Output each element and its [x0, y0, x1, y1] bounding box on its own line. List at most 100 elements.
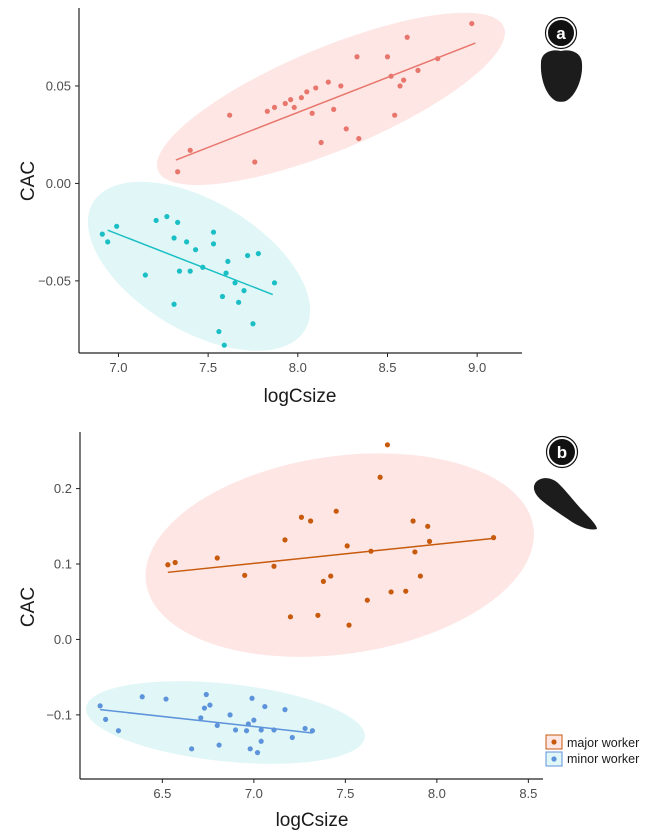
- point-major: [346, 622, 352, 628]
- point-major: [242, 572, 248, 578]
- point-minor: [243, 728, 250, 734]
- point-minor: [105, 239, 111, 245]
- y-tick-label: −0.05: [38, 273, 71, 288]
- point-minor: [198, 715, 204, 721]
- x-tick-label: 7.5: [199, 360, 217, 375]
- point-minor: [171, 235, 177, 241]
- y-tick-label: 0.1: [54, 557, 72, 572]
- panel-a-y-axis-title: CAC: [18, 161, 39, 201]
- fit-line-major: [175, 42, 476, 161]
- x-tick-label: 8.0: [428, 786, 446, 801]
- point-minor: [309, 728, 316, 734]
- x-tick-label: 7.0: [245, 786, 263, 801]
- point-major: [354, 54, 360, 60]
- point-major: [328, 573, 334, 579]
- point-major: [271, 563, 277, 569]
- point-minor: [254, 749, 261, 756]
- point-major: [412, 549, 418, 555]
- point-major: [318, 139, 324, 146]
- point-minor: [142, 272, 148, 278]
- panel-a-points: [99, 20, 475, 348]
- x-tick-label: 7.5: [336, 786, 354, 801]
- point-major: [343, 126, 349, 132]
- legend-minor-dot: [551, 756, 557, 762]
- point-major: [298, 514, 305, 520]
- point-major: [384, 54, 391, 60]
- point-major: [397, 83, 403, 89]
- point-major: [214, 555, 220, 561]
- point-minor: [189, 746, 195, 752]
- point-minor: [271, 727, 277, 733]
- point-minor: [258, 727, 264, 733]
- panel-b-x-axis-title: logCsize: [276, 810, 349, 831]
- point-major: [309, 110, 315, 116]
- panel-a-label-badge: a: [544, 16, 578, 50]
- point-major: [356, 135, 362, 142]
- point-major: [401, 77, 407, 83]
- point-major: [264, 108, 270, 114]
- point-minor: [207, 702, 213, 708]
- point-major: [415, 67, 421, 73]
- point-major: [175, 169, 181, 175]
- point-major: [469, 20, 475, 27]
- point-major: [426, 538, 433, 544]
- point-major: [417, 573, 423, 579]
- point-minor: [241, 288, 247, 294]
- point-minor: [250, 321, 256, 327]
- point-minor: [163, 696, 169, 702]
- y-tick-label: 0.05: [46, 78, 71, 93]
- point-major: [282, 537, 288, 543]
- point-major: [172, 559, 178, 566]
- point-minor: [232, 280, 238, 286]
- point-minor: [176, 268, 183, 274]
- legend-item-major-worker: major worker: [545, 734, 639, 750]
- point-minor: [187, 268, 193, 274]
- point-minor: [164, 213, 170, 220]
- point-minor: [247, 746, 253, 752]
- point-major: [187, 147, 193, 153]
- panel-a: 7.0 7.5 8.0 8.5 9.0 0.05 0.00 −0.05 logCsize C…: [18, 8, 583, 407]
- point-minor: [103, 716, 109, 723]
- point-major: [344, 543, 350, 549]
- point-major: [368, 548, 374, 554]
- fit-line-minor: [107, 229, 273, 296]
- point-minor: [214, 722, 220, 729]
- point-major: [388, 73, 394, 79]
- point-major: [298, 95, 304, 101]
- point-major: [403, 588, 409, 594]
- panel-a-label: a: [556, 24, 566, 43]
- panel-b-label-badge: b: [545, 435, 579, 469]
- y-tick-label: 0.0: [54, 632, 72, 647]
- point-major: [304, 89, 310, 95]
- panel-a-ellipses: [87, 12, 505, 351]
- point-minor: [258, 738, 264, 744]
- panel-b-ellipses: [85, 453, 534, 764]
- point-minor: [255, 250, 261, 257]
- point-minor: [221, 342, 227, 348]
- point-major: [325, 79, 331, 85]
- panel-b-y-ticks: 0.2 0.1 0.0 −0.1: [46, 481, 80, 722]
- y-tick-label: −0.1: [46, 707, 72, 722]
- point-major: [307, 518, 314, 524]
- point-major: [271, 104, 278, 111]
- legend-minor-label: minor worker: [567, 752, 639, 766]
- point-major: [315, 612, 321, 618]
- point-minor: [175, 219, 181, 226]
- point-major: [410, 518, 416, 524]
- x-tick-label: 8.0: [289, 360, 307, 375]
- ellipse-major: [157, 12, 505, 185]
- point-minor: [210, 229, 217, 235]
- point-major: [252, 159, 258, 165]
- point-major: [291, 104, 297, 111]
- point-major: [320, 578, 326, 584]
- panel-a-fit-lines: [107, 42, 476, 296]
- fit-line-minor: [100, 708, 313, 734]
- point-minor: [184, 239, 190, 245]
- head-silhouette-icon: [540, 50, 583, 102]
- point-major: [392, 112, 398, 118]
- point-minor: [203, 691, 209, 698]
- point-minor: [219, 293, 226, 300]
- point-minor: [153, 217, 159, 224]
- point-minor: [216, 742, 222, 748]
- panel-a-y-ticks: 0.05 0.00 −0.05: [38, 78, 79, 288]
